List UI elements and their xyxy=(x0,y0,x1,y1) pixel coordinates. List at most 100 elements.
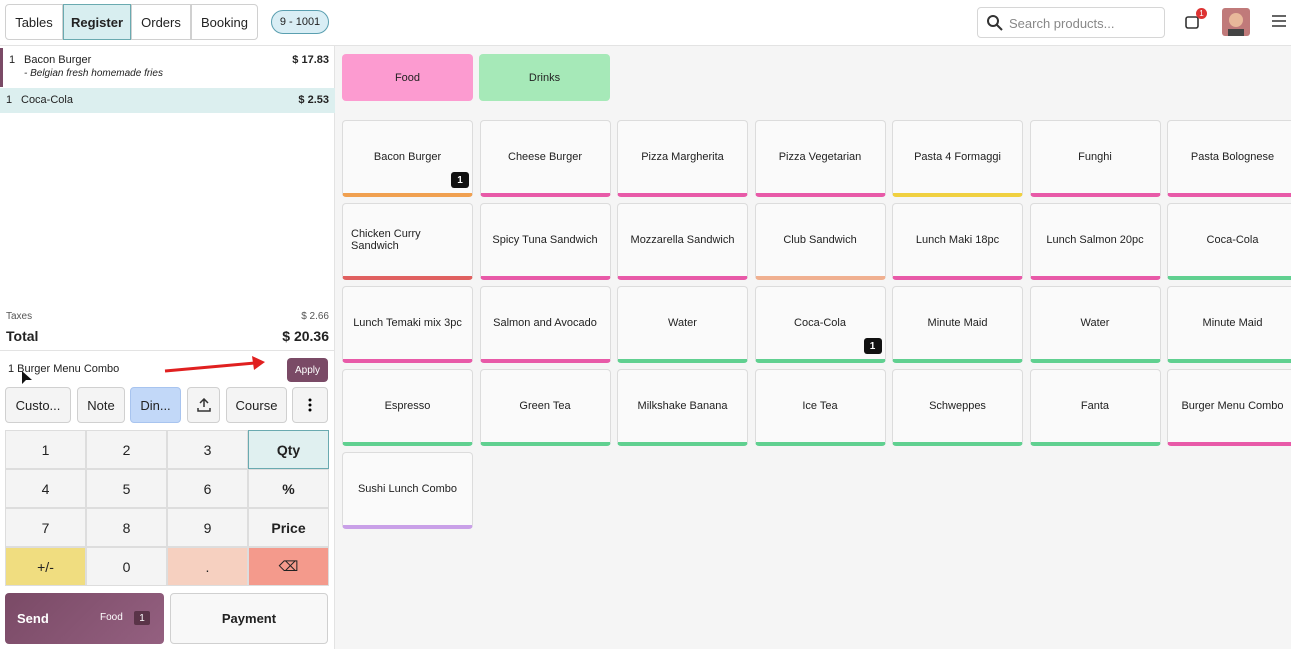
product-card[interactable]: Burger Menu Combo xyxy=(1167,369,1291,446)
category-button[interactable]: Drinks xyxy=(479,54,610,101)
product-name: Pizza Vegetarian xyxy=(778,151,862,163)
menu-icon[interactable] xyxy=(1272,15,1286,27)
product-card[interactable]: Espresso xyxy=(342,369,473,446)
product-card[interactable]: Ice Tea xyxy=(754,369,886,446)
product-card[interactable]: Water xyxy=(617,286,748,363)
product-card[interactable]: Milkshake Banana xyxy=(617,369,748,446)
apply-button[interactable]: Apply xyxy=(287,358,328,382)
product-name: Coca-Cola xyxy=(794,317,846,329)
line-note: - Belgian fresh homemade fries xyxy=(24,68,163,79)
product-name: Pizza Margherita xyxy=(641,151,724,163)
upload-icon xyxy=(196,398,211,412)
product-card[interactable]: Club Sandwich xyxy=(754,203,886,280)
product-name: Lunch Salmon 20pc xyxy=(1046,234,1144,246)
product-card[interactable]: Coca-Cola 1 xyxy=(754,286,886,363)
product-card[interactable]: Sushi Lunch Combo xyxy=(342,452,473,529)
line-price: $ 2.53 xyxy=(298,94,329,106)
product-name: Mozzarella Sandwich xyxy=(630,234,735,246)
product-name: Spicy Tuna Sandwich xyxy=(492,234,598,246)
tab[interactable]: Booking xyxy=(191,4,258,40)
product-card[interactable]: Minute Maid xyxy=(892,286,1023,363)
product-name: Lunch Temaki mix 3pc xyxy=(353,317,462,329)
order-ref[interactable]: 9 - 1001 xyxy=(271,10,329,34)
product-name: Water xyxy=(668,317,697,329)
product-name: Coca-Cola xyxy=(1206,234,1259,246)
numpad-key[interactable]: Price xyxy=(248,508,329,547)
more-button[interactable] xyxy=(292,387,328,423)
numpad-key[interactable]: % xyxy=(248,469,329,508)
numpad-key[interactable]: 2 xyxy=(86,430,167,469)
numpad-key[interactable]: ⌫ xyxy=(248,547,329,586)
cursor xyxy=(22,371,32,384)
send-button[interactable]: Send Food 1 xyxy=(5,593,164,644)
numpad-key[interactable]: +/- xyxy=(5,547,86,586)
search-icon xyxy=(987,15,1003,31)
product-card[interactable]: Green Tea xyxy=(479,369,611,446)
upload-button[interactable] xyxy=(187,387,220,423)
notification-icon[interactable] xyxy=(1184,12,1202,32)
dots-icon xyxy=(308,398,312,412)
action-button[interactable]: Note xyxy=(77,387,125,423)
product-card[interactable]: Funghi xyxy=(1029,120,1161,197)
search-box[interactable]: Search products... xyxy=(977,7,1165,38)
total: $ 20.36 xyxy=(282,328,329,344)
line-name: Bacon Burger xyxy=(24,54,92,66)
numpad-key[interactable]: 5 xyxy=(86,469,167,508)
payment-button[interactable]: Payment xyxy=(170,593,328,644)
product-card[interactable]: Fanta xyxy=(1029,369,1161,446)
numpad-key[interactable]: . xyxy=(167,547,248,586)
tab[interactable]: Orders xyxy=(131,4,191,40)
action-button[interactable]: Course xyxy=(226,387,287,423)
product-name: Milkshake Banana xyxy=(637,400,728,412)
numpad-key[interactable]: 7 xyxy=(5,508,86,547)
product-card[interactable]: Mozzarella Sandwich xyxy=(617,203,748,280)
product-card[interactable]: Lunch Maki 18pc xyxy=(892,203,1023,280)
numpad-key[interactable]: 9 xyxy=(167,508,248,547)
product-name: Cheese Burger xyxy=(508,151,582,163)
taxes-label: Taxes xyxy=(6,311,33,322)
numpad-key[interactable]: 0 xyxy=(86,547,167,586)
numpad-key[interactable]: 1 xyxy=(5,430,86,469)
numpad-key[interactable]: Qty xyxy=(248,430,329,469)
numpad-key[interactable]: 6 xyxy=(167,469,248,508)
product-name: Espresso xyxy=(384,400,431,412)
order-line[interactable]: 1 Coca-Cola $ 2.53 xyxy=(0,88,335,113)
product-name: Club Sandwich xyxy=(783,234,857,246)
action-button[interactable]: Custo... xyxy=(5,387,71,423)
product-name: Green Tea xyxy=(519,400,571,412)
suggestion-text: 1 Burger Menu Combo xyxy=(8,363,120,375)
product-name: Fanta xyxy=(1080,400,1110,412)
product-card[interactable]: Water xyxy=(1029,286,1161,363)
product-card[interactable]: Coca-Cola xyxy=(1167,203,1291,280)
action-button[interactable]: Din... xyxy=(130,387,181,423)
product-card[interactable]: Pizza Margherita xyxy=(617,120,748,197)
product-card[interactable]: Pizza Vegetarian xyxy=(754,120,886,197)
tab[interactable]: Tables xyxy=(5,4,63,40)
product-card[interactable]: Lunch Salmon 20pc xyxy=(1029,203,1161,280)
line-price: $ 17.83 xyxy=(292,54,329,66)
product-card[interactable]: Minute Maid xyxy=(1167,286,1291,363)
product-name: Pasta 4 Formaggi xyxy=(914,151,1001,163)
numpad-key[interactable]: 8 xyxy=(86,508,167,547)
tab[interactable]: Register xyxy=(63,4,131,40)
order-line[interactable]: 1 Bacon Burger $ 17.83 - Belgian fresh home… xyxy=(0,48,335,87)
product-name: Water xyxy=(1080,317,1110,329)
product-card[interactable]: Cheese Burger xyxy=(479,120,611,197)
product-card[interactable]: Spicy Tuna Sandwich xyxy=(479,203,611,280)
send-category: Food xyxy=(100,612,123,623)
product-name: Schweppes xyxy=(929,400,986,412)
product-card[interactable]: Pasta 4 Formaggi xyxy=(892,120,1023,197)
product-card[interactable]: Pasta Bolognese xyxy=(1167,120,1291,197)
search-placeholder: Search products... xyxy=(1009,16,1115,31)
numpad-key[interactable]: 4 xyxy=(5,469,86,508)
product-card[interactable]: Lunch Temaki mix 3pc xyxy=(342,286,473,363)
product-card[interactable]: Salmon and Avocado xyxy=(479,286,611,363)
product-card[interactable]: Schweppes xyxy=(892,369,1023,446)
category-button[interactable]: Food xyxy=(342,54,473,101)
product-name: Pasta Bolognese xyxy=(1190,151,1275,163)
numpad-key[interactable]: 3 xyxy=(167,430,248,469)
avatar[interactable] xyxy=(1222,8,1250,36)
send-label: Send xyxy=(17,611,49,626)
product-card[interactable]: Bacon Burger 1 xyxy=(342,120,473,197)
product-card[interactable]: Chicken Curry Sandwich xyxy=(342,203,473,280)
